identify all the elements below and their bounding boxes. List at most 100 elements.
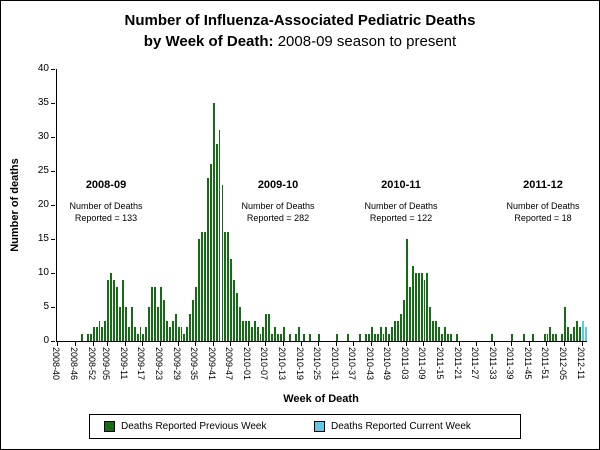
x-tick-label-2011-45: 2011-45 [522,347,533,380]
y-tick-label-15: 15 [37,233,49,244]
bar-2009-37 [201,232,203,341]
x-tick-label-2010-31: 2010-31 [329,347,340,381]
bar-2012-02 [555,334,558,341]
bar-2011-11 [429,307,432,341]
x-tick-mark [353,342,355,346]
y-tick-mark [51,273,55,274]
x-tick-mark [107,342,109,346]
bar-2009-44 [221,184,224,341]
x-tick-label-2009-23: 2009-23 [153,347,164,381]
x-tick-mark [124,342,126,346]
season-annotation-2008-09: 2008-09 Number of Deaths Reported = 133 [46,179,166,224]
bar-2011-43 [523,334,526,341]
bar-2010-06 [262,327,265,341]
bar-2010-05 [259,334,262,341]
bar-2010-39 [359,334,362,341]
legend-label-current-week: Deaths Reported Current Week [331,421,471,432]
plot-area [56,69,587,342]
bar-2009-06 [110,273,113,341]
bar-2009-40 [209,164,212,341]
bar-2009-38 [203,232,206,341]
bar-2009-30 [180,327,183,341]
title-line1: Number of Influenza-Associated Pediatric… [124,12,476,29]
bar-2011-13 [435,320,438,341]
bar-2009-03 [101,327,104,341]
x-tick-mark [564,342,566,346]
bar-2009-16 [139,327,142,341]
x-tick-label-2011-15: 2011-15 [435,347,446,380]
y-tick-label-30: 30 [37,131,49,142]
bar-2011-05 [411,266,414,341]
y-tick-label-35: 35 [37,97,49,108]
x-tick-mark [476,342,478,346]
bar-2009-12 [127,327,130,341]
bar-2012-07 [569,334,572,341]
x-tick-mark [142,342,144,346]
bar-2010-44 [373,334,376,341]
x-tick-mark [441,342,443,346]
bar-2009-31 [183,334,186,341]
x-tick-label-2012-05: 2012-05 [558,347,569,381]
x-tick-label-2010-43: 2010-43 [364,347,375,381]
bar-2009-23 [160,286,162,341]
bar-2009-28 [174,313,177,341]
bar-2011-01 [400,313,403,341]
x-tick-label-2010-19: 2010-19 [294,347,305,381]
bar-2009-41 [212,103,215,341]
bar-2010-47 [382,334,385,341]
bar-2010-25 [318,334,321,341]
x-tick-mark [265,342,267,346]
bar-2009-05 [107,279,110,341]
bar-2009-15 [136,334,139,341]
bar-2008-52 [92,327,95,341]
bar-2010-07 [265,313,268,341]
bar-2010-42 [367,334,370,341]
x-tick-label-2008-52: 2008-52 [86,347,97,381]
bar-current-2012-12 [584,327,587,341]
x-tick-label-2008-46: 2008-46 [69,347,80,381]
y-tick-mark [51,137,55,138]
bar-2009-13 [130,307,133,341]
x-tick-label-2012-11: 2012-11 [575,347,586,380]
y-tick-label-10: 10 [37,267,49,278]
x-tick-mark [300,342,302,346]
x-tick-mark [92,342,94,346]
bar-2010-15 [288,334,291,341]
bar-2011-15 [441,334,444,341]
season-deaths-line1: Number of Deaths [506,201,580,211]
bar-2009-39 [206,177,209,341]
x-tick-label-2010-25: 2010-25 [312,347,323,381]
bar-2010-09 [271,334,274,341]
x-tick-mark [528,342,530,346]
bar-2010-43 [370,327,373,341]
bar-2009-09 [119,307,121,341]
y-tick-mark [51,69,55,70]
bar-2009-47 [230,259,233,341]
y-tick-mark [51,103,55,104]
x-tick-mark [57,342,59,346]
bar-2010-04 [256,327,259,341]
title-line2-normal: 2008-09 season to present [273,33,457,50]
x-tick-label-2009-47: 2009-47 [224,347,235,381]
bar-2010-10 [274,327,277,341]
bar-2010-17 [294,334,297,341]
bar-current-2012-11 [581,320,584,341]
bar-2010-35 [347,334,350,341]
bar-2009-07 [113,279,116,341]
previous-week-swatch [104,421,115,432]
season-deaths-line1: Number of Deaths [241,201,315,211]
x-tick-label-2011-27: 2011-27 [470,347,481,380]
bar-2010-08 [268,313,271,341]
y-tick-label-20: 20 [37,199,49,210]
x-tick-label-2009-35: 2009-35 [189,347,200,381]
bar-2012-05 [564,307,567,341]
bar-2010-12 [280,334,282,341]
bar-2010-52 [397,320,400,341]
x-tick-label-2009-17: 2009-17 [136,347,147,381]
x-tick-mark [405,342,407,346]
bar-2009-49 [236,293,239,341]
x-tick-mark [247,342,249,346]
x-tick-mark [195,342,197,346]
bar-2012-10 [578,327,581,341]
bar-2009-36 [198,239,200,341]
